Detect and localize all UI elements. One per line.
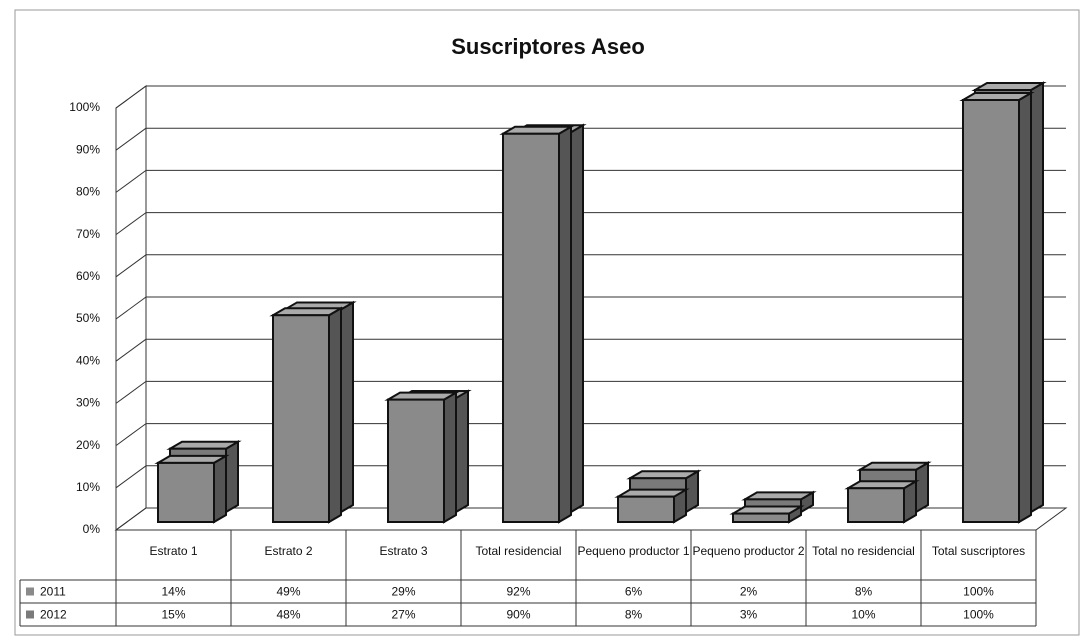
y-tick-label: 40% <box>76 353 100 367</box>
data-label: 10% <box>851 608 875 622</box>
y-tick-label: 90% <box>76 142 100 156</box>
bar-side <box>1018 91 1032 524</box>
bar <box>732 512 790 523</box>
bar-side <box>1030 81 1044 514</box>
bar-top <box>614 488 690 498</box>
grid-line-side <box>115 507 147 531</box>
x-tick-label: Total no residencial <box>812 544 915 558</box>
legend-key <box>26 587 34 596</box>
x-tick-label: Total suscriptores <box>932 544 1025 558</box>
data-label: 92% <box>506 585 530 599</box>
bar-top <box>626 470 702 480</box>
chart-title: Suscriptores Aseo <box>451 34 645 59</box>
y-tick-label: 30% <box>76 396 100 410</box>
x-tick-label: Estrato 2 <box>264 544 312 558</box>
data-label: 3% <box>740 608 758 622</box>
data-label: 8% <box>625 608 643 622</box>
grid-line-side <box>115 338 147 362</box>
y-tick-label: 80% <box>76 185 100 199</box>
bar-top <box>499 125 575 135</box>
y-tick-label: 60% <box>76 269 100 283</box>
y-tick-label: 20% <box>76 438 100 452</box>
bar-side <box>443 390 457 524</box>
grid-line-side <box>115 254 147 278</box>
legend-key <box>26 610 34 619</box>
grid-line-side <box>115 296 147 320</box>
data-label: 49% <box>276 585 300 599</box>
data-label: 8% <box>855 585 873 599</box>
bar-top <box>384 391 460 401</box>
bar-top <box>269 307 345 317</box>
grid-line-side <box>115 423 147 447</box>
data-label: 100% <box>963 608 994 622</box>
y-tick-label: 0% <box>83 522 101 536</box>
x-tick-label: Pequeno productor 1 <box>577 544 689 558</box>
y-tick-label: 10% <box>76 480 100 494</box>
floor <box>114 507 1068 531</box>
data-label: 27% <box>391 608 415 622</box>
bar-side <box>915 461 929 514</box>
bar <box>617 495 675 523</box>
data-label: 2% <box>740 585 758 599</box>
bar <box>847 487 905 523</box>
x-tick-label: Estrato 3 <box>379 544 427 558</box>
bar <box>387 398 445 523</box>
bar-top <box>166 440 242 450</box>
bar <box>962 99 1020 523</box>
bar-top <box>856 461 932 471</box>
bar-side <box>570 123 584 514</box>
grid-line-side <box>115 212 147 236</box>
grid-line-side <box>115 380 147 404</box>
bar-side <box>213 454 227 524</box>
grid-line-side <box>115 465 147 489</box>
bar-top <box>971 82 1047 91</box>
y-tick-label: 70% <box>76 227 100 241</box>
data-label: 6% <box>625 585 643 599</box>
data-label: 14% <box>161 585 185 599</box>
bar <box>502 132 560 523</box>
bar-side <box>455 389 469 514</box>
bar-side <box>225 439 239 514</box>
data-label: 100% <box>963 585 994 599</box>
bar-side <box>328 306 342 524</box>
x-tick-label: Estrato 1 <box>149 544 197 558</box>
x-tick-label: Pequeno productor 2 <box>692 544 804 558</box>
data-label: 29% <box>391 585 415 599</box>
y-tick-label: 50% <box>76 311 100 325</box>
grid-line-side <box>115 127 147 151</box>
bar-side <box>340 300 354 514</box>
bar-top <box>729 505 805 515</box>
bar-top <box>844 480 920 490</box>
grid-line-side <box>115 169 147 193</box>
bar-top <box>741 491 817 501</box>
legend-label: 2012 <box>40 608 67 622</box>
bar-side <box>558 125 572 524</box>
y-tick-label: 100% <box>69 100 100 114</box>
data-label: 15% <box>161 608 185 622</box>
bar <box>157 461 215 524</box>
bar-top <box>959 92 1035 101</box>
x-tick-label: Total residencial <box>475 544 561 558</box>
legend-label: 2011 <box>40 585 66 599</box>
data-label: 48% <box>276 608 300 622</box>
data-label: 90% <box>506 608 530 622</box>
bar <box>272 314 330 523</box>
bar-top <box>154 454 230 464</box>
grid-line-side <box>115 85 147 109</box>
